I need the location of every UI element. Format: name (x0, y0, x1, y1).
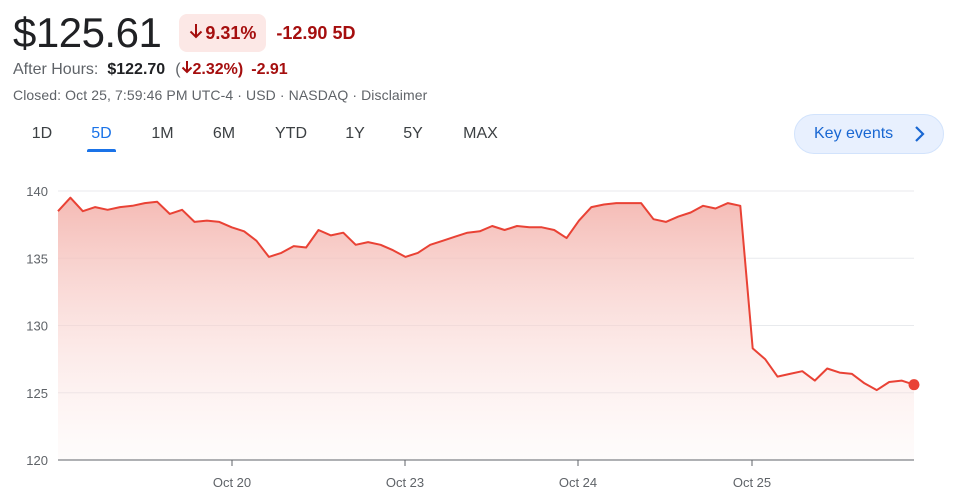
y-tick-label: 130 (26, 319, 48, 334)
tab-max[interactable]: MAX (463, 125, 498, 142)
key-events-button[interactable]: Key events (794, 114, 944, 154)
tab-ytd[interactable]: YTD (275, 125, 307, 142)
after-hours-label: After Hours: (13, 60, 99, 78)
y-tick-label: 125 (26, 386, 48, 401)
change-period: 5D (332, 22, 356, 43)
y-tick-label: 135 (26, 251, 48, 266)
open-paren: ( (175, 61, 181, 78)
after-hours-change-percent: (2.32%) (175, 60, 243, 79)
y-tick-label: 140 (26, 184, 48, 199)
after-hours-row: After Hours: $122.70 (2.32%) -2.91 (13, 60, 288, 79)
x-tick-label: Oct 25 (733, 475, 771, 490)
current-price: $125.61 (13, 9, 162, 56)
quote-header: $125.61 9.31% -12.90 5D (13, 8, 355, 58)
tab-1m[interactable]: 1M (151, 125, 174, 142)
closed-info: Closed: Oct 25, 7:59:46 PM UTC-4 · USD ·… (13, 87, 428, 103)
tab-5d[interactable]: 5D (87, 118, 116, 152)
x-tick-label: Oct 23 (386, 475, 424, 490)
change-summary: -12.90 5D (276, 23, 355, 44)
arrow-down-icon (189, 23, 203, 44)
tab-1d[interactable]: 1D (31, 125, 53, 142)
after-hours-percent-value: 2.32%) (192, 61, 244, 78)
change-percent-badge: 9.31% (179, 14, 267, 52)
price-chart: 140 135 130 125 120 Oct 20 Oct 23 Oct 24 Oct 25 (26, 184, 920, 490)
change-amount: -12.90 (276, 22, 328, 43)
after-hours-change-amount: -2.91 (251, 60, 288, 78)
x-tick-label: Oct 24 (559, 475, 597, 490)
chevron-right-icon (913, 124, 927, 149)
change-percent: 9.31% (205, 22, 257, 43)
arrow-down-icon (181, 61, 193, 78)
x-tick-label: Oct 20 (213, 475, 251, 490)
price-area-fill (58, 197, 914, 460)
key-events-label: Key events (814, 125, 894, 142)
tab-5y[interactable]: 5Y (403, 125, 423, 142)
tab-1y[interactable]: 1Y (345, 125, 365, 142)
current-price-marker (908, 379, 920, 391)
price-line (57, 196, 915, 392)
y-tick-label: 120 (26, 453, 48, 468)
after-hours-price: $122.70 (107, 60, 166, 78)
tab-6m[interactable]: 6M (212, 125, 236, 142)
